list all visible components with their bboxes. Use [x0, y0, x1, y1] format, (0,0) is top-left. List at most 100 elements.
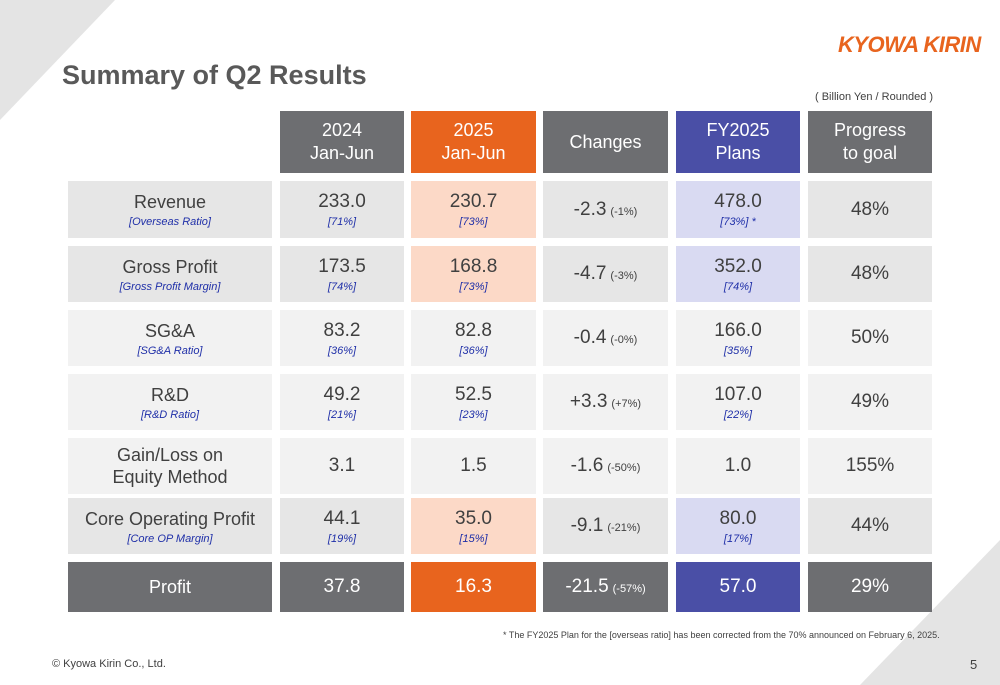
table-cell: 83.2 [36%]	[280, 310, 404, 366]
footnote: * The FY2025 Plan for the [overseas rati…	[503, 630, 940, 640]
table-cell: 82.8 [36%]	[411, 310, 536, 366]
logo: KYOWA KIRIN	[838, 32, 981, 57]
cell-value: 168.8	[449, 255, 498, 277]
change-percent: (-50%)	[607, 462, 641, 474]
table-cell: 233.0 [71%]	[280, 181, 404, 238]
column-header: 2024 Jan-Jun	[280, 111, 404, 173]
cell-value: 16.3	[455, 576, 492, 597]
table-cell: 80.0 [17%]	[676, 498, 800, 554]
table-cell: 155%	[808, 438, 932, 494]
row-label: Core Operating Profit	[84, 508, 256, 529]
header-text: Changes	[569, 131, 642, 152]
cell-ratio: [35%]	[723, 344, 753, 357]
table-cell: SG&A [SG&A Ratio]	[68, 310, 272, 366]
table-cell: 49.2 [21%]	[280, 374, 404, 430]
change-percent: (+7%)	[611, 398, 642, 410]
table-cell: Revenue [Overseas Ratio]	[68, 181, 272, 238]
copyright: © Kyowa Kirin Co., Ltd.	[52, 658, 166, 670]
table-cell: 35.0 [15%]	[411, 498, 536, 554]
cell-value: 52.5	[455, 383, 492, 405]
table-cell: 478.0 [73%] *	[676, 181, 800, 238]
table-cell: 57.0	[676, 562, 800, 612]
table-cell: Profit	[68, 562, 272, 612]
cell-value: 1.5	[460, 455, 487, 476]
change-line: -1.6 (-50%)	[571, 455, 641, 477]
title: Summary of Q2 Results	[62, 60, 367, 90]
corner-decor	[860, 540, 1000, 685]
table-cell: Gain/Loss on Equity Method	[68, 438, 272, 494]
change-value: -0.4	[573, 327, 607, 348]
table-cell: 230.7 [73%]	[411, 181, 536, 238]
table-cell: 29%	[808, 562, 932, 612]
table-cell: +3.3 (+7%)	[543, 374, 668, 430]
table-cell: 50%	[808, 310, 932, 366]
column-header: Changes	[543, 111, 668, 173]
header-text: to goal	[842, 143, 898, 163]
row-label: Profit	[148, 577, 191, 597]
table-cell: -2.3 (-1%)	[543, 181, 668, 238]
row-sublabel: [Gross Profit Margin]	[119, 280, 221, 293]
change-percent: (-0%)	[610, 334, 638, 346]
cell-value: 37.8	[323, 576, 361, 597]
change-percent: (-3%)	[610, 270, 638, 282]
cell-value: 44%	[850, 515, 890, 536]
cell-value: 48%	[850, 198, 890, 220]
cell-ratio: [19%]	[327, 532, 357, 545]
table-cell: -4.7 (-3%)	[543, 246, 668, 302]
page-number: 5	[970, 657, 978, 672]
cell-ratio: [23%]	[459, 408, 488, 421]
cell-value: 44.1	[323, 507, 361, 529]
cell-value: 82.8	[455, 319, 492, 341]
cell-ratio: [74%]	[723, 280, 753, 293]
column-header: FY2025 Plans	[676, 111, 800, 173]
row-label: R&D	[150, 384, 189, 405]
column-header: Progress to goal	[808, 111, 932, 173]
row-sublabel: [R&D Ratio]	[140, 408, 200, 421]
table-cell: 44%	[808, 498, 932, 554]
cell-ratio: [22%]	[723, 408, 753, 421]
change-value: -21.5	[565, 576, 609, 597]
table-cell: 49%	[808, 374, 932, 430]
cell-value: 49%	[850, 391, 890, 412]
table-cell: -1.6 (-50%)	[543, 438, 668, 494]
cell-value: 478.0	[714, 191, 762, 212]
header-text: Jan-Jun	[309, 143, 375, 163]
cell-value: 233.0	[318, 191, 366, 212]
cell-value: 155%	[845, 455, 895, 476]
row-sublabel: [Core OP Margin]	[127, 532, 213, 545]
cell-ratio: [73%]	[459, 216, 488, 228]
header-text: 2024	[321, 120, 363, 140]
cell-ratio: [73%]	[459, 280, 488, 293]
cell-value: 107.0	[714, 383, 762, 405]
header-text: Jan-Jun	[441, 143, 506, 163]
corner-decor	[0, 0, 115, 120]
table-cell: -21.5 (-57%)	[543, 562, 668, 612]
cell-value: 80.0	[719, 507, 757, 529]
row-label: Revenue	[133, 192, 207, 212]
table-cell: 1.0	[676, 438, 800, 494]
cell-ratio: [15%]	[459, 532, 488, 545]
cell-value: 35.0	[455, 507, 492, 529]
cell-ratio: [73%] *	[720, 216, 756, 228]
table-cell: 173.5 [74%]	[280, 246, 404, 302]
table-cell: 3.1	[280, 438, 404, 494]
table-cell: 107.0 [22%]	[676, 374, 800, 430]
change-value: -9.1	[570, 515, 604, 536]
change-value: +3.3	[569, 391, 608, 412]
table-cell: Gross Profit [Gross Profit Margin]	[68, 246, 272, 302]
change-line: -0.4 (-0%)	[574, 327, 638, 349]
table-cell: 1.5	[411, 438, 536, 494]
change-line: -21.5 (-57%)	[565, 576, 645, 598]
cell-ratio: [36%]	[327, 344, 357, 357]
row-label: SG&A	[144, 320, 196, 341]
change-value: -1.6	[570, 455, 604, 476]
row-label: Gain/Loss on	[116, 445, 224, 465]
cell-ratio: [71%]	[327, 216, 357, 228]
change-line: -9.1 (-21%)	[571, 515, 641, 537]
row-label: Gross Profit	[122, 256, 218, 277]
row-sublabel: [SG&A Ratio]	[137, 344, 203, 357]
cell-value: 173.5	[318, 255, 366, 277]
column-header: 2025 Jan-Jun	[411, 111, 536, 173]
